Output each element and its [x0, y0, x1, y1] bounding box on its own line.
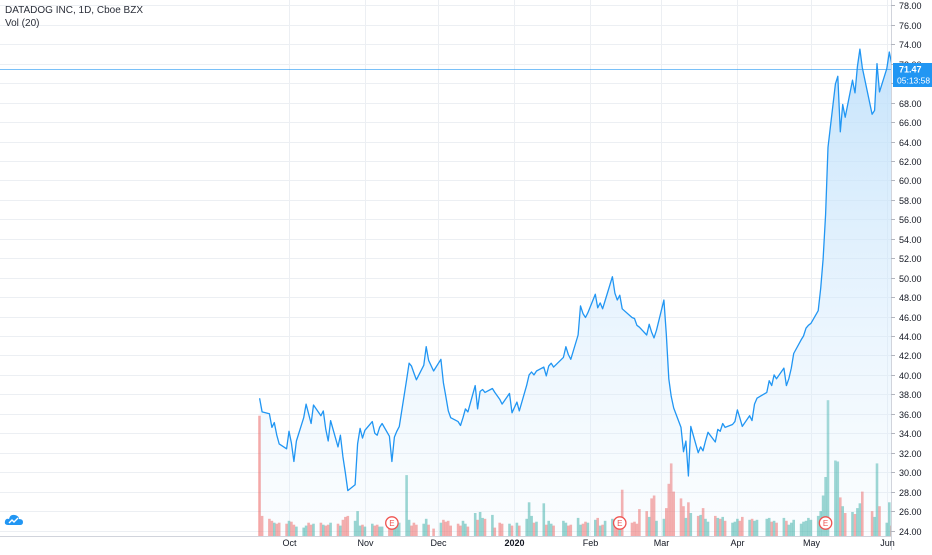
price-tick-label: 30.00 [899, 468, 922, 478]
time-tick-label: Jun [880, 538, 895, 548]
last-price-value: 71.47 [899, 65, 922, 75]
earnings-marker-icon[interactable]: E [385, 516, 399, 530]
time-axis[interactable]: OctNovDec2020FebMarAprMayJunJ [0, 536, 932, 549]
volume-indicator-label[interactable]: Vol (20) [5, 18, 40, 29]
price-tick-label: 34.00 [899, 429, 922, 439]
earnings-marker-icon[interactable]: E [612, 516, 627, 530]
chart-legend: DATADOG INC, 1D, Cboe BZX Vol (20) [5, 4, 143, 30]
earnings-marker-icon[interactable]: E [818, 516, 833, 530]
price-tick-label: 48.00 [899, 293, 922, 303]
price-tick-label: 50.00 [899, 274, 922, 284]
earnings-marker-letter: E [823, 519, 828, 528]
price-tick-label: 68.00 [899, 99, 922, 109]
price-axis[interactable]: 24.00 26.00 28.00 30.00 32.00 34.00 36.00 38.00… [891, 0, 932, 550]
time-tick-label: Mar [654, 538, 670, 548]
price-area [259, 49, 895, 536]
symbol-title[interactable]: DATADOG INC, 1D, Cboe BZX [5, 5, 143, 16]
price-tick-label: 64.00 [899, 138, 922, 148]
price-tick-label: 78.00 [899, 1, 922, 11]
earnings-marker-circle [818, 516, 833, 530]
grid [0, 0, 891, 536]
price-tick-label: 38.00 [899, 390, 922, 400]
time-tick-label: 2020 [504, 538, 524, 548]
price-tick-label: 74.00 [899, 40, 922, 50]
time-tick-label: Oct [282, 538, 297, 548]
last-price-tag-bg [893, 63, 932, 87]
price-tick-label: 76.00 [899, 21, 922, 31]
earnings-marker-letter: E [617, 519, 622, 528]
price-tick-label: 58.00 [899, 196, 922, 206]
price-tick-label: 44.00 [899, 332, 922, 342]
price-tick-label: 66.00 [899, 118, 922, 128]
price-tick-label: 62.00 [899, 157, 922, 167]
price-axis-bg [891, 0, 932, 550]
earnings-marker-circle [385, 516, 399, 530]
price-tick-label: 46.00 [899, 313, 922, 323]
price-line [258, 48, 895, 492]
price-tick-label: 54.00 [899, 235, 922, 245]
time-tick-label: Nov [357, 538, 374, 548]
price-tick-label: 56.00 [899, 215, 922, 225]
price-tick-label: 36.00 [899, 410, 922, 420]
time-tick-label: May [803, 538, 821, 548]
price-tick-label: 28.00 [899, 488, 922, 498]
earnings-marker-letter: E [389, 519, 394, 528]
time-tick-label: Apr [730, 538, 744, 548]
time-tick-label: Dec [430, 538, 447, 548]
price-tick-label: 26.00 [899, 507, 922, 517]
price-tick-label: 40.00 [899, 371, 922, 381]
price-tick-label: 32.00 [899, 449, 922, 459]
time-tick-label: Feb [583, 538, 599, 548]
price-tick-label: 60.00 [899, 176, 922, 186]
price-tick-label: 42.00 [899, 351, 922, 361]
earnings-marker-circle [612, 516, 627, 530]
price-tick-label: 52.00 [899, 254, 922, 264]
price-line-layer [258, 48, 895, 492]
countdown-time: 05:13:58 [897, 76, 930, 86]
volume-bar [258, 415, 261, 536]
tradingview-cloud-icon[interactable] [4, 513, 24, 527]
price-area-fill [259, 49, 895, 536]
price-tick-label: 24.00 [899, 527, 922, 537]
